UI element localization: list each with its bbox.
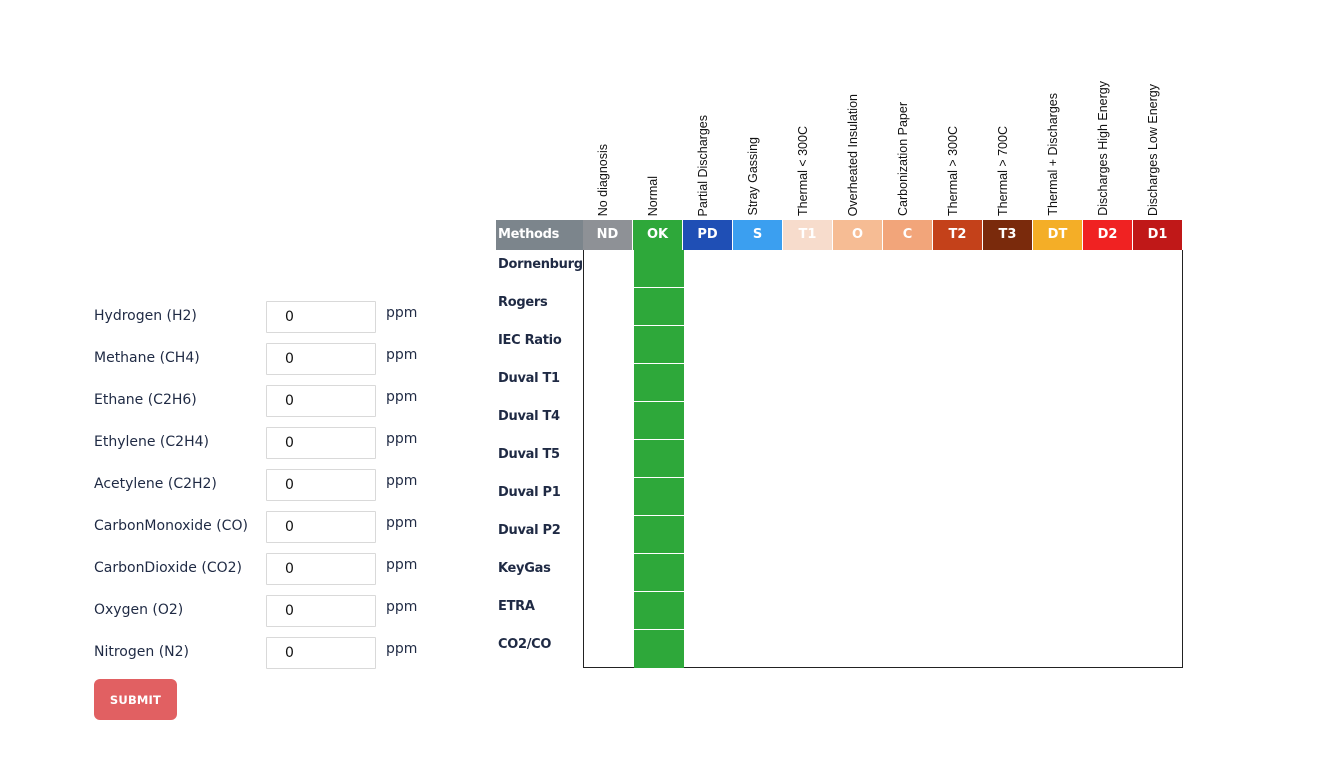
column-header: Discharges Low Energy (1133, 60, 1183, 218)
column-header: Thermal < 300C (783, 60, 833, 218)
method-label: KeyGas (498, 561, 551, 576)
diagnosis-code-cell: ND (583, 220, 632, 250)
column-name: Thermal > 700C (996, 126, 1010, 216)
gas-row: Acetylene (C2H2) ppm (94, 469, 454, 511)
result-cell (634, 630, 684, 668)
gas-value-input[interactable] (266, 637, 376, 669)
results-grid (583, 250, 1183, 668)
gas-value-input[interactable] (266, 553, 376, 585)
method-label: Duval T1 (498, 371, 560, 386)
result-cell (634, 288, 684, 325)
unit-label: ppm (386, 473, 418, 489)
method-label: Duval T5 (498, 447, 560, 462)
gas-label: CarbonDioxide (CO2) (94, 560, 242, 576)
gas-row: CarbonMonoxide (CO) ppm (94, 511, 454, 553)
column-name: Discharges High Energy (1096, 81, 1110, 216)
column-header: Overheated Insulation (833, 60, 883, 218)
gas-row: Methane (CH4) ppm (94, 343, 454, 385)
gas-value-input[interactable] (266, 427, 376, 459)
gas-label: CarbonMonoxide (CO) (94, 518, 248, 534)
method-label: Duval P1 (498, 485, 561, 500)
column-name: Partial Discharges (696, 114, 710, 216)
diagnosis-code-cell: S (733, 220, 782, 250)
diagnosis-code-cell: OK (633, 220, 682, 250)
gas-label: Methane (CH4) (94, 350, 200, 366)
column-name: Thermal + Discharges (1046, 93, 1060, 216)
diagnosis-code-cell: T1 (783, 220, 832, 250)
gas-row: Nitrogen (N2) ppm (94, 637, 454, 679)
gas-row: CarbonDioxide (CO2) ppm (94, 553, 454, 595)
column-header: Thermal > 300C (933, 60, 983, 218)
gas-value-input[interactable] (266, 595, 376, 627)
column-header: Thermal + Discharges (1033, 60, 1083, 218)
gas-label: Oxygen (O2) (94, 602, 184, 618)
diagnosis-code-cell: PD (683, 220, 732, 250)
method-label: Duval T4 (498, 409, 560, 424)
result-cell (634, 478, 684, 515)
column-name: Thermal > 300C (946, 126, 960, 216)
gas-row: Oxygen (O2) ppm (94, 595, 454, 637)
diagnosis-code-cell: O (833, 220, 882, 250)
result-cell (634, 440, 684, 477)
diagnosis-code-cell: D2 (1083, 220, 1132, 250)
column-header: Thermal > 700C (983, 60, 1033, 218)
result-cell (634, 364, 684, 401)
method-label: Dornenburg (498, 257, 583, 272)
unit-label: ppm (386, 305, 418, 321)
column-name: Discharges Low Energy (1146, 83, 1160, 216)
diagnosis-code-cell: T3 (983, 220, 1032, 250)
column-name: Stray Gassing (746, 137, 760, 216)
result-cell (634, 592, 684, 629)
result-cell (634, 554, 684, 591)
column-header: Stray Gassing (733, 60, 783, 218)
result-cell (634, 402, 684, 439)
gas-value-input[interactable] (266, 343, 376, 375)
gas-label: Ethane (C2H6) (94, 392, 197, 408)
methods-header: Methods (496, 220, 583, 250)
diagnosis-code-cell: T2 (933, 220, 982, 250)
gas-label: Ethylene (C2H4) (94, 434, 209, 450)
column-name: Normal (646, 175, 660, 216)
gas-label: Hydrogen (H2) (94, 308, 197, 324)
column-header: Discharges High Energy (1083, 60, 1133, 218)
method-label: Rogers (498, 295, 548, 310)
method-label: CO2/CO (498, 637, 552, 652)
column-name: No diagnosis (596, 143, 610, 216)
result-cell (634, 326, 684, 363)
diagnosis-matrix: No diagnosis Normal Partial Discharges Stra… (496, 60, 1186, 680)
column-header: Normal (633, 60, 683, 218)
diagnosis-code-cell: DT (1033, 220, 1082, 250)
gas-row: Hydrogen (H2) ppm (94, 301, 454, 343)
gas-label: Acetylene (C2H2) (94, 476, 217, 492)
column-header: Carbonization Paper (883, 60, 933, 218)
method-label: ETRA (498, 599, 535, 614)
unit-label: ppm (386, 515, 418, 531)
column-name: Thermal < 300C (796, 126, 810, 216)
unit-label: ppm (386, 389, 418, 405)
method-label: Duval P2 (498, 523, 561, 538)
column-name: Carbonization Paper (896, 102, 910, 216)
unit-label: ppm (386, 347, 418, 363)
result-cell (634, 516, 684, 553)
unit-label: ppm (386, 431, 418, 447)
unit-label: ppm (386, 641, 418, 657)
gas-row: Ethylene (C2H4) ppm (94, 427, 454, 469)
column-name: Overheated Insulation (846, 93, 860, 216)
column-header: No diagnosis (583, 60, 633, 218)
gas-value-input[interactable] (266, 385, 376, 417)
diagnosis-code-cell: D1 (1133, 220, 1182, 250)
unit-label: ppm (386, 599, 418, 615)
result-cell (634, 250, 684, 287)
method-label: IEC Ratio (498, 333, 562, 348)
gas-value-input[interactable] (266, 469, 376, 501)
gas-value-input[interactable] (266, 301, 376, 333)
column-header: Partial Discharges (683, 60, 733, 218)
gas-row: Ethane (C2H6) ppm (94, 385, 454, 427)
unit-label: ppm (386, 557, 418, 573)
gas-label: Nitrogen (N2) (94, 644, 189, 660)
diagnosis-code-cell: C (883, 220, 932, 250)
gas-value-input[interactable] (266, 511, 376, 543)
submit-button[interactable]: SUBMIT (94, 679, 177, 720)
